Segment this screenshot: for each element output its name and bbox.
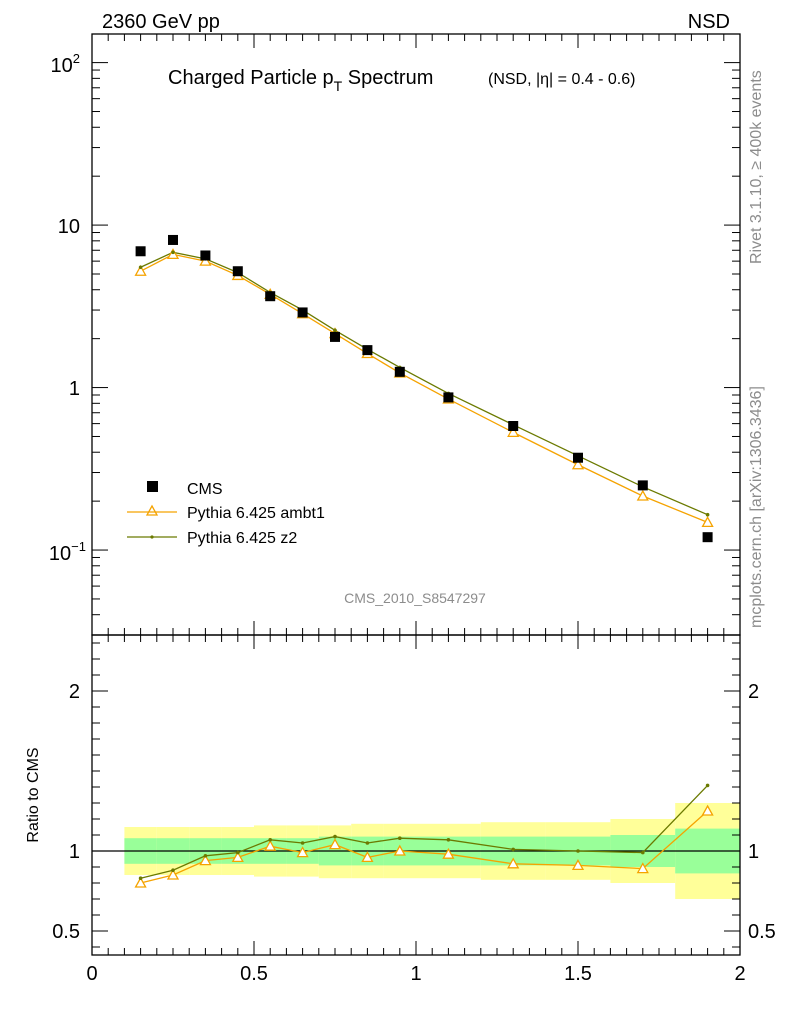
ratio-ambt1-point xyxy=(507,857,520,869)
x-tick-label: 0 xyxy=(86,963,97,985)
ratio-ambt1-point xyxy=(571,859,585,871)
legend-cms-marker xyxy=(147,481,158,492)
cms-point xyxy=(508,421,519,432)
ratio-z2-point xyxy=(171,868,175,872)
ratio-z2-point xyxy=(641,850,645,855)
z2-series-line xyxy=(140,251,708,516)
z2-point xyxy=(705,512,710,517)
ratio-plot-frame xyxy=(91,634,741,956)
title-subscript: T xyxy=(334,78,343,94)
ratio-z2-point xyxy=(268,838,273,842)
ratio-z2-point xyxy=(300,841,305,845)
rivet-version-label: Rivet 3.1.10, ≥ 400k events xyxy=(748,70,765,264)
ratio-y-tick-label: 1 xyxy=(69,841,80,863)
header-energy-label: 2360 GeV pp xyxy=(102,11,220,33)
main-title: Charged Particle pT Spectrum xyxy=(168,67,433,94)
ambt1-series-line xyxy=(140,253,708,523)
ratio-z2-point xyxy=(398,836,402,840)
legend-ambt1-label: Pythia 6.425 ambt1 xyxy=(187,505,325,522)
ratio-y-tick-label: 2 xyxy=(69,681,80,703)
x-tick-label: 0.5 xyxy=(240,963,268,985)
ratio-z2-point xyxy=(511,847,515,852)
ambt1-point xyxy=(199,254,212,266)
header-process-label: NSD xyxy=(688,11,730,33)
ratio-ambt1-point xyxy=(636,862,649,874)
cms-point xyxy=(135,246,146,257)
ratio-ambt1-point xyxy=(442,847,455,859)
ambt1-point xyxy=(701,516,714,528)
y-tick-label-100: 102 xyxy=(51,51,80,77)
x-tick-label: 2 xyxy=(734,963,745,985)
ratio-z2-point xyxy=(138,876,143,880)
ratio-z2-point xyxy=(446,838,451,842)
ratio-z2-point xyxy=(203,854,208,858)
ambt1-point xyxy=(636,489,649,501)
ratio-z2-line xyxy=(140,784,709,879)
legend-z2-label: Pythia 6.425 z2 xyxy=(187,530,297,547)
z2-point xyxy=(138,265,143,270)
cms-point xyxy=(265,291,276,302)
y-tick-label-0.1: 10−1 xyxy=(49,539,86,565)
ratio-ambt1-point xyxy=(296,846,309,858)
cms-point xyxy=(362,345,373,356)
ratio-z2-point xyxy=(236,850,240,855)
legend-cms-label: CMS xyxy=(187,481,223,498)
ratio-y-tick-label-right: 0.5 xyxy=(748,921,776,943)
ratio-z2-point xyxy=(365,841,370,845)
legend-ambt1-marker xyxy=(145,504,159,516)
y-tick-label-10: 10 xyxy=(58,216,80,238)
cms-point xyxy=(232,266,243,277)
ratio-ambt1-point xyxy=(134,876,147,888)
ratio-z2-point xyxy=(333,834,337,839)
ratio-ambt1-point xyxy=(393,844,406,856)
cms-point xyxy=(573,452,583,463)
title-main: Charged Particle p xyxy=(168,67,334,89)
cms-point xyxy=(168,234,178,245)
ratio-ambt1-point xyxy=(199,854,212,866)
z2-point xyxy=(333,328,337,333)
cms-point xyxy=(702,532,713,543)
ratio-plot xyxy=(91,634,741,956)
cms-point xyxy=(394,366,405,377)
cms-point xyxy=(637,480,648,491)
ratio-ambt1-line xyxy=(140,810,709,884)
ambt1-point xyxy=(571,458,585,470)
ambt1-point xyxy=(507,426,520,438)
ratio-ambt1-point xyxy=(328,838,342,850)
cms-point xyxy=(200,250,211,261)
cms-point xyxy=(297,307,308,318)
ambt1-point xyxy=(134,264,147,276)
ratio-ambt1-point xyxy=(231,851,244,863)
legend-z2-marker xyxy=(150,535,154,539)
ratio-y-tick-label-right: 1 xyxy=(748,841,759,863)
cms-point xyxy=(330,331,340,342)
ratio-y-tick-label-right: 2 xyxy=(748,681,759,703)
y-tick-label-1: 1 xyxy=(69,378,80,400)
ratio-y-axis-label: Ratio to CMS xyxy=(25,747,42,842)
x-tick-label: 1.5 xyxy=(564,963,592,985)
ratio-ambt1-point xyxy=(361,851,374,863)
cms-point xyxy=(443,392,454,403)
analysis-watermark: CMS_2010_S8547297 xyxy=(344,590,486,606)
ratio-ambt1-point xyxy=(264,839,277,851)
ratio-tick-labels: 0.5 0.5 1 1 2 2 0 0.5 1 1.5 2 xyxy=(52,681,776,985)
x-tick-label: 1 xyxy=(410,963,421,985)
ratio-ambt1-point xyxy=(166,868,180,880)
z2-point xyxy=(171,250,175,255)
ratio-z2-point xyxy=(705,783,710,788)
ratio-ambt1-point xyxy=(701,804,714,816)
mcplots-reference-label: mcplots.cern.ch [arXiv:1306.3436] xyxy=(748,386,765,628)
legend: CMS Pythia 6.425 ambt1 Pythia 6.425 z2 xyxy=(127,481,325,547)
title-rest: Spectrum xyxy=(342,67,433,89)
ratio-z2-point xyxy=(576,849,580,853)
title-extra: (NSD, |η| = 0.4 - 0.6) xyxy=(488,71,635,88)
ratio-y-tick-label: 0.5 xyxy=(52,921,80,943)
